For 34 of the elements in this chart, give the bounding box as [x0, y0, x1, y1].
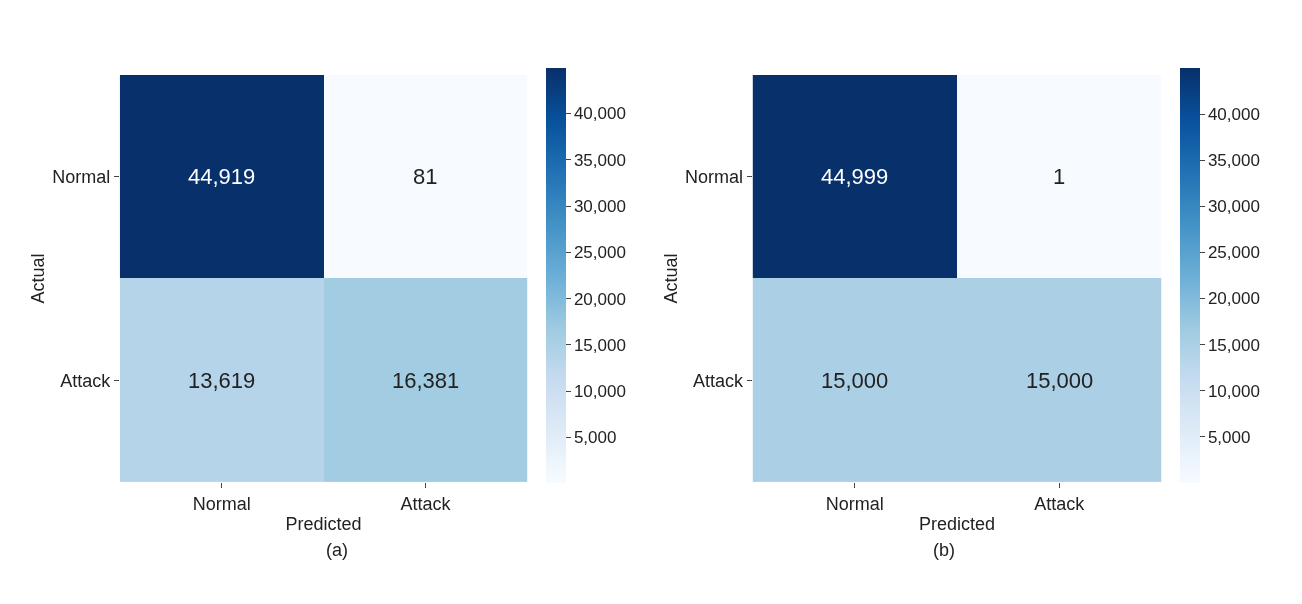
x-tick-label: Attack [400, 493, 452, 514]
color-bar-label: 35,000 [573, 150, 626, 170]
color-bar-label: 20,000 [1207, 289, 1260, 309]
color-bar-label: 15,000 [573, 335, 626, 355]
data-label: 81 [413, 164, 438, 189]
color-bar-label: 20,000 [573, 289, 626, 309]
color-bar-label: 5,000 [573, 428, 617, 448]
color-bar-label: 10,000 [573, 382, 626, 402]
text: (b) [933, 540, 955, 560]
color-bar-label: 5,000 [1207, 427, 1251, 447]
data-label: 44,999 [821, 164, 889, 189]
data-label: 16,381 [392, 368, 460, 393]
color-bar-label: 30,000 [573, 196, 626, 216]
x-tick-label: Attack [1034, 493, 1086, 514]
data-label: 1 [1053, 164, 1066, 189]
x-tick-label: Normal [192, 493, 251, 514]
data-label: 13,619 [188, 368, 256, 393]
data-label: 44,919 [188, 164, 256, 189]
x-axis-title: Predicted [918, 513, 995, 534]
color-bar-label: 40,000 [573, 104, 626, 124]
y-axis-title: Actual [28, 253, 49, 304]
color-bar-label: 25,000 [1207, 243, 1260, 263]
data-label: 15,000 [1026, 368, 1094, 393]
x-tick-label: Normal [825, 493, 884, 514]
color-bar-label: 15,000 [1207, 335, 1260, 355]
color-bar-label: 10,000 [1207, 381, 1260, 401]
text: (a) [326, 540, 348, 560]
data-label: 15,000 [821, 368, 889, 393]
x-axis-title: Predicted [285, 513, 362, 534]
color-bar-label: 25,000 [573, 243, 626, 263]
color-bar-label: 40,000 [1207, 104, 1260, 124]
y-axis-title: Actual [661, 253, 682, 304]
color-bar-label: 35,000 [1207, 151, 1260, 171]
color-bar-label: 30,000 [1207, 197, 1260, 217]
